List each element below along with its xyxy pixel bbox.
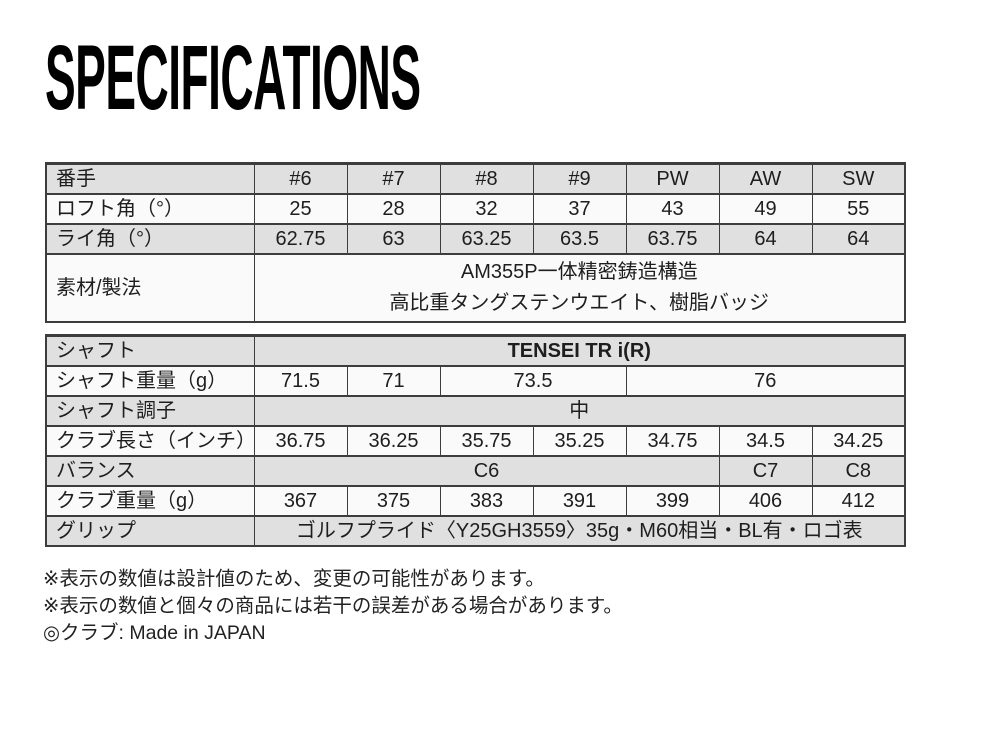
lie-angle-cell: 63.25: [439, 223, 534, 255]
lie-angle-cell: 63.75: [625, 223, 720, 255]
loft-angle-cell: 37: [532, 193, 627, 225]
club-weight-cell: 383: [439, 485, 534, 517]
club-weight-cell: 399: [625, 485, 720, 517]
row-label-shaft: シャフト: [45, 334, 255, 367]
loft-angle-row: ロフト角（°） 25 28 32 37 43 49 55: [45, 193, 906, 225]
row-label-club-length: クラブ長さ（インチ）: [45, 425, 256, 457]
row-label-loft-angle: ロフト角（°）: [45, 193, 255, 225]
balance-cell: C8: [811, 455, 906, 487]
page-title: SPECIFICATIONS: [45, 27, 421, 129]
club-number-cell: #7: [346, 162, 441, 195]
shaft-weight-row: シャフト重量（g） 71.5 71 73.5 76: [45, 365, 906, 397]
loft-angle-cell: 32: [439, 193, 534, 225]
club-length-cell: 36.25: [346, 425, 441, 457]
club-weight-cell: 391: [532, 485, 627, 517]
balance-cell: C7: [718, 455, 813, 487]
balance-cell: C6: [253, 455, 720, 487]
lie-angle-cell: 62.75: [253, 223, 348, 255]
row-label-club-weight: クラブ重量（g）: [45, 485, 255, 517]
club-length-cell: 34.75: [625, 425, 720, 457]
club-number-cell: #9: [532, 162, 627, 195]
material-line-2: 高比重タングステンウエイト、樹脂バッジ: [389, 292, 770, 314]
club-length-row: クラブ長さ（インチ） 36.75 36.25 35.75 35.25 34.75…: [45, 425, 906, 457]
club-head-spec-table: 番手 #6 #7 #8 #9 PW AW SW ロフト角（°） 25 28 32…: [45, 162, 906, 323]
lie-angle-cell: 64: [811, 223, 906, 255]
lie-angle-cell: 63: [346, 223, 441, 255]
shaft-row: シャフト TENSEI TR i(R): [45, 334, 906, 367]
lie-angle-cell: 64: [718, 223, 813, 255]
loft-angle-cell: 28: [346, 193, 441, 225]
row-label-balance: バランス: [45, 455, 255, 487]
row-label-material: 素材/製法: [45, 253, 255, 323]
club-weight-cell: 406: [718, 485, 813, 517]
shaft-weight-cell: 71: [346, 365, 441, 397]
shaft-weight-cell: 76: [625, 365, 906, 397]
club-weight-cell: 367: [253, 485, 348, 517]
club-weight-row: クラブ重量（g） 367 375 383 391 399 406 412: [45, 485, 906, 517]
club-length-cell: 34.5: [718, 425, 813, 457]
row-label-club-number: 番手: [45, 162, 255, 195]
material-line-1: AM355P一体精密鋳造構造: [460, 261, 698, 283]
balance-row: バランス C6 C7 C8: [45, 455, 906, 487]
row-label-lie-angle: ライ角（°）: [45, 223, 255, 255]
grip-cell: ゴルフプライド〈Y25GH3559〉35g・M60相当・BL有・ロゴ表: [253, 515, 906, 547]
club-length-cell: 35.75: [439, 425, 534, 457]
club-number-cell: #6: [253, 162, 348, 195]
shaft-spec-table: シャフト TENSEI TR i(R) シャフト重量（g） 71.5 71 73…: [45, 334, 907, 547]
footnotes: ※表示の数値は設計値のため、変更の可能性があります。 ※表示の数値と個々の商品に…: [43, 568, 987, 646]
footnote-tolerance: ※表示の数値と個々の商品には若干の誤差がある場合があります。: [43, 594, 623, 617]
footnote-design-values: ※表示の数値は設計値のため、変更の可能性があります。: [43, 568, 545, 590]
shaft-flex-cell: 中: [253, 395, 906, 427]
club-number-cell: AW: [718, 162, 813, 195]
grip-row: グリップ ゴルフプライド〈Y25GH3559〉35g・M60相当・BL有・ロゴ表: [45, 515, 906, 547]
row-label-shaft-flex: シャフト調子: [45, 395, 255, 427]
loft-angle-cell: 49: [718, 193, 813, 225]
club-number-cell: PW: [625, 162, 720, 195]
shaft-weight-cell: 71.5: [253, 365, 348, 397]
club-number-row: 番手 #6 #7 #8 #9 PW AW SW: [45, 162, 906, 195]
shaft-weight-cell: 73.5: [439, 365, 627, 397]
footnote-made-in-japan: ◎クラブ: Made in JAPAN: [43, 621, 266, 644]
club-number-cell: #8: [439, 162, 534, 195]
lie-angle-cell: 63.5: [532, 223, 627, 255]
row-label-grip: グリップ: [45, 515, 255, 547]
shaft-flex-row: シャフト調子 中: [45, 395, 906, 427]
club-weight-cell: 412: [811, 485, 906, 517]
club-length-cell: 34.25: [811, 425, 906, 457]
club-length-cell: 35.25: [532, 425, 627, 457]
loft-angle-cell: 43: [625, 193, 720, 225]
row-label-shaft-weight: シャフト重量（g）: [45, 365, 255, 397]
club-length-cell: 36.75: [253, 425, 348, 457]
shaft-name-cell: TENSEI TR i(R): [253, 334, 906, 367]
lie-angle-row: ライ角（°） 62.75 63 63.25 63.5 63.75 64 64: [45, 223, 906, 255]
loft-angle-cell: 25: [253, 193, 348, 225]
material-row: 素材/製法 AM355P一体精密鋳造構造 高比重タングステンウエイト、樹脂バッジ: [45, 253, 906, 323]
material-cell: AM355P一体精密鋳造構造 高比重タングステンウエイト、樹脂バッジ: [253, 253, 906, 323]
club-number-cell: SW: [811, 162, 906, 195]
loft-angle-cell: 55: [811, 193, 906, 225]
club-weight-cell: 375: [346, 485, 441, 517]
